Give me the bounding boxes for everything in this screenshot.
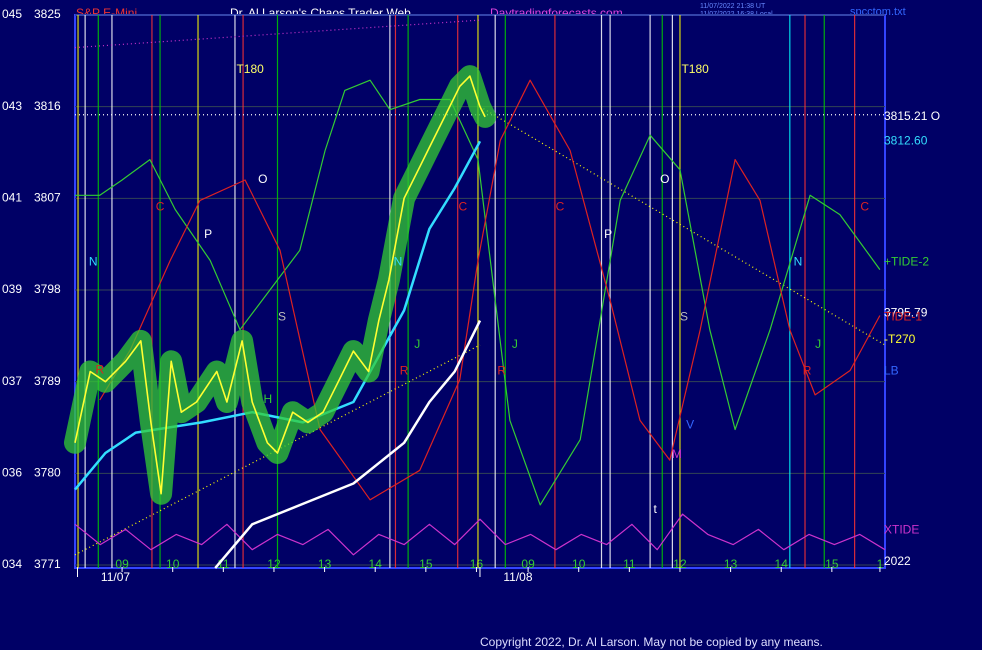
annotation: C xyxy=(156,200,165,214)
annotation: R xyxy=(95,363,104,377)
series-line xyxy=(99,79,881,501)
right-label: TIDE-1 xyxy=(884,310,922,324)
right-label: 3812.60 xyxy=(884,133,928,147)
annotation: M xyxy=(672,447,682,461)
annotation: C xyxy=(458,200,467,214)
annotation: t xyxy=(653,502,657,516)
annotation: J xyxy=(512,337,518,351)
date-label: 11/08 xyxy=(503,570,532,584)
x-tick-label: 1 xyxy=(877,557,884,571)
x-tick-label: 09 xyxy=(521,557,535,571)
y-tick-prefix: 039 xyxy=(2,282,22,296)
y-tick-prefix: 043 xyxy=(2,99,22,113)
annotation: O xyxy=(258,172,267,186)
annotation: P xyxy=(604,227,612,241)
annotation: S xyxy=(278,310,286,324)
annotation: S xyxy=(680,310,688,324)
series-line xyxy=(74,513,886,556)
y-tick-prefix: 036 xyxy=(2,466,22,480)
series-line xyxy=(75,79,881,506)
annotation: R xyxy=(803,364,812,378)
annotation: C xyxy=(556,200,565,214)
annotation: N xyxy=(89,255,98,269)
x-tick-label: 13 xyxy=(318,557,332,571)
date-label: 11/07 xyxy=(101,570,130,584)
copyright: Copyright 2022, Dr. Al Larson. May not b… xyxy=(480,635,823,649)
y-tick-prefix: 041 xyxy=(2,191,22,205)
timestamp: 11/07/2022 21:38 UT xyxy=(700,3,766,10)
annotation: C xyxy=(860,200,869,214)
right-label: -T270 xyxy=(884,332,916,346)
annotation: V xyxy=(686,418,694,432)
y-tick-label: 3771 xyxy=(34,557,61,571)
annotation: R xyxy=(400,364,409,378)
annotation: P xyxy=(204,227,212,241)
y-tick-label: 3789 xyxy=(34,374,61,388)
x-tick-label: 09 xyxy=(115,557,129,571)
x-tick-label: 14 xyxy=(369,557,383,571)
right-label: XTIDE xyxy=(884,523,919,537)
x-tick-label: 15 xyxy=(419,557,433,571)
annotation: N xyxy=(794,255,803,269)
right-label: +TIDE-2 xyxy=(884,255,929,269)
right-label: 3815.21 O xyxy=(884,109,940,123)
y-tick-prefix: 045 xyxy=(2,7,22,21)
annotation: R xyxy=(497,364,506,378)
right-label: LB xyxy=(884,364,899,378)
annotation: O xyxy=(660,172,669,186)
y-tick-label: 3816 xyxy=(34,99,61,113)
annotation: T180 xyxy=(681,62,709,76)
y-tick-prefix: 034 xyxy=(2,557,22,571)
y-tick-prefix: 037 xyxy=(2,374,22,388)
y-tick-label: 3780 xyxy=(34,466,61,480)
annotation: N xyxy=(394,255,403,269)
series-line xyxy=(74,75,486,495)
x-tick-label: 10 xyxy=(166,557,180,571)
y-tick-label: 3807 xyxy=(34,191,61,205)
right-label: 3795.79 xyxy=(884,306,928,320)
y-tick-label: 3798 xyxy=(34,282,61,296)
x-tick-label: 10 xyxy=(572,557,586,571)
series-line xyxy=(214,320,482,569)
annotation: J xyxy=(414,337,420,351)
annotation: J xyxy=(815,337,821,351)
x-tick-label: 14 xyxy=(775,557,789,571)
right-label: 2022 xyxy=(884,554,911,568)
annotation: T180 xyxy=(236,62,264,76)
y-tick-label: 3825 xyxy=(34,7,61,21)
x-tick-label: 11 xyxy=(623,557,636,571)
x-tick-label: 13 xyxy=(724,557,738,571)
annotation: H xyxy=(264,392,273,406)
x-tick-label: 15 xyxy=(825,557,839,571)
